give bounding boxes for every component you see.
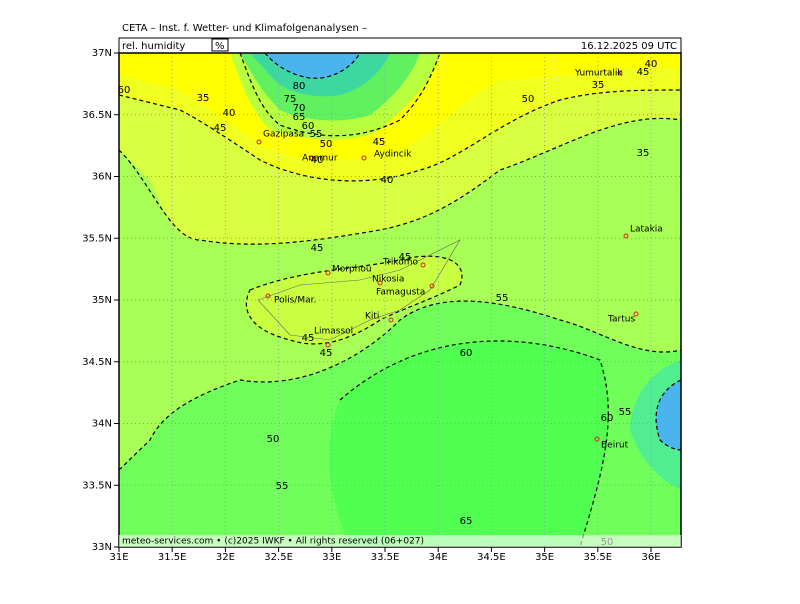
contour-label: 45	[637, 67, 650, 78]
contour-label: 60	[460, 348, 473, 359]
contour-label: 50	[522, 94, 535, 105]
city-label: Kiti	[365, 312, 379, 322]
footer-bg	[119, 535, 681, 547]
city-label: Trikomo	[382, 258, 419, 268]
city-marker	[309, 155, 315, 161]
city-label: Gazipasa	[263, 130, 304, 140]
city-marker	[623, 233, 629, 239]
lat-label: 35N	[92, 295, 112, 306]
grid	[114, 52, 681, 552]
lon-label: 32E	[216, 552, 235, 563]
city-marker	[429, 283, 435, 289]
contour-label: 45	[320, 348, 333, 359]
lat-label: 33N	[92, 542, 112, 553]
city-marker	[265, 293, 271, 299]
city-marker	[388, 317, 394, 323]
contour-label: 40	[381, 175, 394, 186]
contour-label: 65	[293, 112, 306, 123]
contour-label: 50	[320, 139, 333, 150]
lat-label: 36N	[92, 172, 112, 183]
contour-label: 45	[302, 333, 315, 344]
parameter: rel. humidity	[122, 41, 185, 52]
contour-label: 60	[118, 85, 131, 96]
lon-label: 33E	[322, 552, 341, 563]
field	[119, 53, 681, 547]
city-marker	[325, 342, 331, 348]
city-marker	[377, 280, 383, 286]
contour-label: 55	[276, 481, 289, 492]
city-label: Tartus	[607, 315, 635, 325]
lon-label: 34E	[429, 552, 448, 563]
lon-label: 35E	[535, 552, 554, 563]
unit-box	[211, 38, 229, 52]
lon-label: 32.5E	[264, 552, 293, 563]
city-marker	[256, 139, 262, 145]
contour-label: 45	[311, 243, 324, 254]
contour-label: 55	[496, 293, 509, 304]
lat-label: 36.5N	[82, 110, 112, 121]
contour-label: 40	[311, 155, 324, 166]
contour-label: 35	[197, 93, 210, 104]
time: 16.12.2025 09 UTC	[581, 41, 677, 52]
city-marker	[594, 436, 600, 442]
contour-label: 45	[373, 137, 386, 148]
city-label: Famagusta	[376, 288, 425, 298]
city-label: Latakia	[630, 225, 663, 235]
contour-label: 55	[619, 407, 632, 418]
contour-label: 45	[399, 252, 412, 263]
lat-label: 35.5N	[82, 233, 112, 244]
contour-label: 75	[284, 94, 297, 105]
contour-label: 65	[460, 516, 473, 527]
city-label: Yumurtalik	[574, 69, 623, 79]
city-label: Beirut	[601, 441, 629, 451]
city-marker	[420, 262, 426, 268]
contour-label: 60	[601, 413, 614, 424]
lat-label: 34.5N	[82, 357, 112, 368]
city-label: Aydincik	[374, 150, 412, 160]
contour-label: 35	[592, 80, 605, 91]
city-label: Limassol	[314, 327, 353, 337]
lat-label: 33.5N	[82, 480, 112, 491]
lon-label: 31E	[109, 552, 128, 563]
unit: %	[215, 41, 225, 52]
lat-label: 37N	[92, 48, 112, 59]
city-label: Anamur	[302, 154, 338, 164]
title: CETA – Inst. f. Wetter- und Klimafolgena…	[122, 23, 367, 34]
contour-label: 80	[293, 81, 306, 92]
city-marker	[361, 155, 367, 161]
lon-label: 36E	[641, 552, 660, 563]
city-marker	[633, 311, 639, 317]
city-label: Nikosia	[372, 275, 404, 285]
contour-label: 40	[645, 59, 658, 70]
city-label: Polis/Mar.	[274, 296, 316, 306]
lon-label: 35.5E	[584, 552, 613, 563]
contour-label: 45	[214, 123, 227, 134]
lon-label: 31.5E	[158, 552, 187, 563]
contour-label: 40	[223, 108, 236, 119]
contour-label: 35	[637, 148, 650, 159]
city-label: Morphou	[332, 265, 372, 275]
lon-label: 33.5E	[371, 552, 400, 563]
city-marker	[325, 270, 331, 276]
lon-label: 34.5E	[477, 552, 506, 563]
lat-label: 34N	[92, 419, 112, 430]
contour-label: 50	[267, 434, 280, 445]
contour-label: 70	[293, 103, 306, 114]
footer: meteo-services.com • (c)2025 IWKF • All …	[122, 537, 424, 547]
contour-label: 55	[310, 129, 323, 140]
contour-label: 60	[302, 121, 315, 132]
city-marker	[617, 70, 623, 76]
